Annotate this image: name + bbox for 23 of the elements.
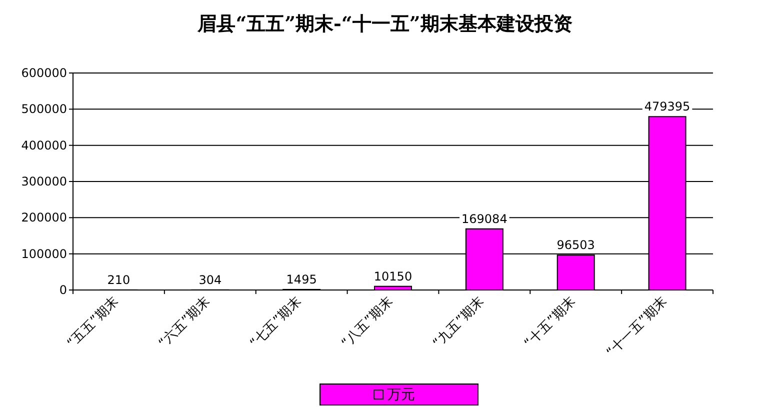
data-label: 210 bbox=[107, 272, 130, 287]
x-tick-label: “五五”期末 bbox=[64, 294, 122, 352]
y-tick-label: 400000 bbox=[21, 138, 67, 152]
x-tick-label: “六五”期末 bbox=[156, 294, 213, 352]
y-tick-label: 200000 bbox=[21, 210, 67, 225]
data-label: 169084 bbox=[462, 212, 508, 226]
legend-label: 万元 bbox=[387, 387, 415, 403]
x-tick-label: “八五”期末 bbox=[338, 294, 396, 352]
y-tick-label: 300000 bbox=[21, 174, 67, 188]
data-label: 1495 bbox=[286, 272, 317, 286]
data-label: 10150 bbox=[374, 269, 412, 284]
x-tick-label: “九五”期末 bbox=[430, 294, 488, 352]
y-tick-label: 100000 bbox=[21, 246, 67, 261]
x-tick-label: “十一五”期末 bbox=[604, 294, 670, 360]
data-label: 479395 bbox=[644, 100, 690, 114]
x-tick-label: “十五”期末 bbox=[522, 294, 579, 352]
y-tick-label: 600000 bbox=[21, 66, 67, 80]
x-tick-label: “七五”期末 bbox=[247, 294, 304, 352]
data-label: 304 bbox=[198, 272, 222, 287]
data-label: 96503 bbox=[556, 238, 595, 252]
y-tick-label: 0 bbox=[59, 283, 67, 297]
y-tick-label: 500000 bbox=[21, 102, 67, 116]
chart-title: 眉县“五五”期末-“十一五”期末基本建设投资 bbox=[196, 13, 572, 35]
